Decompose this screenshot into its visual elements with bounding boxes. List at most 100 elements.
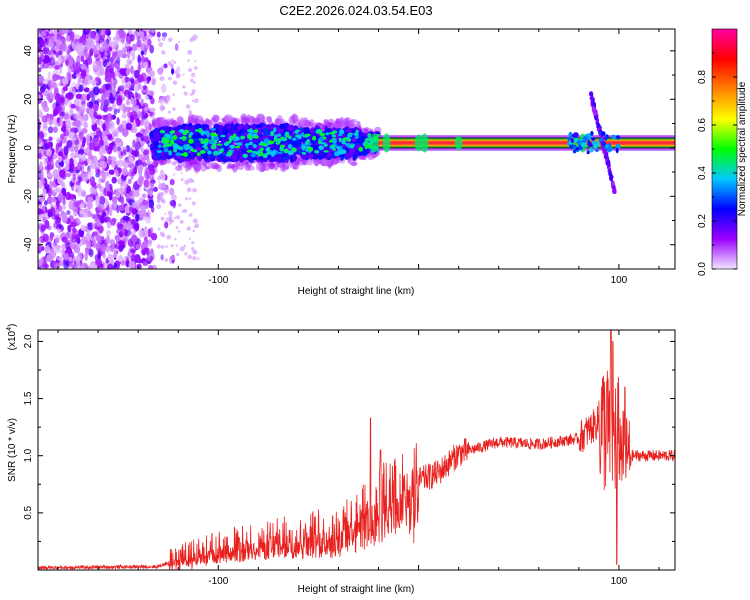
spectrogram-xtick-label: -100	[208, 275, 228, 286]
noise-speckle	[160, 169, 165, 175]
noise-speckle	[160, 197, 165, 202]
onset-core	[153, 140, 160, 147]
noise-speckle	[192, 81, 196, 84]
snr-scale-exponent: 4	[6, 327, 13, 331]
colorbar-tick-label: 0.8	[697, 70, 708, 84]
noise-speckle	[101, 129, 108, 137]
onset-hotspot	[301, 151, 307, 155]
noise-speckle	[53, 29, 58, 36]
onset-halo	[350, 161, 358, 167]
onset-hotspot	[300, 143, 307, 147]
noise-speckle	[132, 139, 136, 148]
noise-speckle	[43, 106, 50, 113]
noise-speckle	[88, 248, 94, 258]
noise-speckle	[44, 220, 50, 229]
burst-speckle	[587, 143, 592, 147]
noise-speckle	[191, 241, 195, 245]
noise-speckle	[158, 99, 163, 104]
noise-speckle	[64, 158, 71, 165]
noise-speckle	[161, 32, 168, 38]
onset-hotspot	[277, 138, 282, 143]
noise-speckle	[42, 62, 49, 69]
noise-speckle	[102, 123, 106, 132]
onset-hotspot	[205, 148, 209, 151]
onset-hotspot	[226, 151, 233, 156]
onset-core	[352, 154, 357, 161]
noise-speckle	[190, 78, 194, 83]
noise-speckle	[49, 42, 55, 47]
onset-halo	[230, 164, 235, 169]
onset-hotspot	[164, 138, 170, 144]
figure-title: C2E2.2026.024.03.54.E03	[279, 3, 432, 18]
noise-speckle	[124, 76, 130, 83]
noise-speckle	[38, 75, 45, 83]
onset-halo	[244, 165, 251, 171]
noise-speckle	[179, 219, 184, 224]
noise-speckle	[84, 76, 92, 86]
onset-hotspot	[292, 137, 297, 141]
noise-speckle	[133, 31, 139, 37]
noise-speckle	[171, 68, 175, 75]
onset-hotspot	[254, 129, 259, 134]
burst-speckle	[591, 140, 597, 145]
onset-hotspot	[178, 146, 183, 150]
onset-hotspot	[240, 135, 246, 140]
onset-halo	[210, 162, 219, 169]
onset-hotspot	[204, 130, 210, 135]
onset-halo	[244, 117, 250, 124]
noise-speckle	[177, 40, 180, 43]
onset-core	[253, 138, 258, 143]
noise-speckle	[138, 171, 143, 178]
noise-speckle	[184, 252, 188, 256]
onset-hotspot	[319, 132, 326, 137]
burst-speckle	[589, 147, 593, 151]
onset-hotspot	[196, 152, 201, 157]
noise-speckle	[62, 212, 67, 222]
burst-speckle	[611, 180, 615, 187]
onset-halo	[160, 158, 168, 166]
onset-core	[348, 147, 356, 154]
noise-speckle	[61, 236, 68, 243]
noise-speckle	[149, 70, 155, 78]
noise-speckle	[190, 72, 196, 78]
onset-hotspot	[200, 131, 204, 136]
onset-hotspot	[173, 134, 178, 140]
onset-core	[192, 137, 199, 146]
noise-speckle	[146, 209, 151, 219]
noise-speckle	[106, 235, 110, 245]
burst-speckle	[590, 131, 594, 136]
onset-hotspot	[279, 146, 284, 152]
onset-hotspot	[235, 136, 240, 141]
noise-speckle	[56, 248, 63, 253]
noise-speckle	[114, 69, 119, 77]
noise-speckle	[84, 29, 89, 33]
noise-speckle	[95, 194, 100, 204]
noise-speckle	[167, 37, 173, 42]
onset-hotspot	[261, 142, 267, 146]
onset-hotspot	[329, 139, 334, 143]
noise-speckle	[54, 236, 60, 244]
noise-speckle	[74, 34, 81, 40]
burst-speckle	[592, 102, 596, 106]
noise-speckle	[83, 212, 89, 218]
noise-speckle	[150, 29, 156, 34]
onset-hotspot	[285, 131, 290, 136]
onset-hotspot	[294, 129, 299, 134]
noise-speckle	[42, 216, 47, 223]
onset-hotspot	[223, 142, 230, 147]
onset-hotspot	[250, 129, 255, 134]
noise-speckle	[96, 242, 101, 249]
noise-speckle	[102, 114, 107, 121]
noise-speckle	[172, 80, 178, 85]
onset-core	[154, 153, 161, 158]
onset-hotspot	[301, 145, 306, 151]
snr-ytick-label: 0.5	[23, 505, 34, 519]
onset-hotspot	[288, 143, 292, 150]
noise-speckle	[167, 210, 173, 216]
onset-hotspot	[259, 151, 264, 156]
noise-speckle	[42, 233, 49, 243]
burst-speckle	[611, 134, 616, 140]
noise-speckle	[138, 197, 143, 204]
onset-core	[233, 150, 241, 157]
noise-speckle	[67, 92, 74, 100]
